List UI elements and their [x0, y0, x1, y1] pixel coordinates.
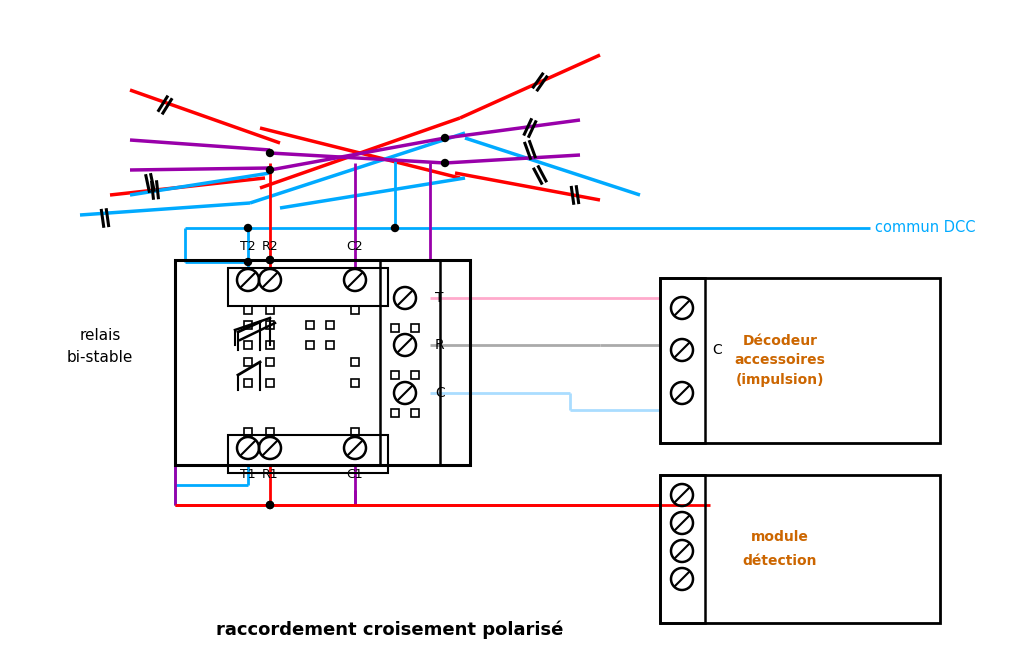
- Bar: [306, 321, 314, 329]
- Bar: [326, 341, 334, 349]
- Bar: [266, 379, 274, 387]
- Text: C: C: [435, 386, 444, 400]
- Text: C1: C1: [347, 468, 364, 481]
- Circle shape: [266, 167, 273, 174]
- Text: R: R: [435, 338, 444, 352]
- Bar: [351, 358, 359, 366]
- Bar: [411, 371, 419, 379]
- Bar: [351, 306, 359, 314]
- Text: Décodeur: Décodeur: [742, 334, 817, 348]
- Bar: [266, 358, 274, 366]
- Text: détection: détection: [742, 554, 817, 568]
- Circle shape: [441, 159, 449, 167]
- Bar: [391, 409, 399, 417]
- Bar: [244, 321, 252, 329]
- Text: accessoires: accessoires: [734, 353, 825, 368]
- Circle shape: [266, 256, 273, 264]
- Text: C: C: [712, 343, 722, 357]
- Bar: [266, 428, 274, 436]
- Bar: [244, 341, 252, 349]
- Circle shape: [441, 135, 449, 141]
- Circle shape: [266, 256, 273, 264]
- Circle shape: [245, 258, 252, 266]
- Bar: [175, 260, 470, 465]
- Text: R2: R2: [262, 240, 279, 253]
- Circle shape: [245, 225, 252, 232]
- Text: (impulsion): (impulsion): [736, 373, 824, 387]
- Circle shape: [266, 501, 273, 508]
- Text: T2: T2: [241, 240, 256, 253]
- Bar: [380, 260, 440, 465]
- Bar: [244, 306, 252, 314]
- Text: C2: C2: [347, 240, 364, 253]
- Bar: [244, 358, 252, 366]
- Bar: [391, 371, 399, 379]
- Bar: [660, 475, 940, 623]
- Bar: [351, 428, 359, 436]
- Text: T: T: [435, 291, 443, 305]
- Bar: [244, 428, 252, 436]
- Text: bi-stable: bi-stable: [67, 350, 133, 365]
- Circle shape: [391, 225, 398, 232]
- Bar: [266, 321, 274, 329]
- Text: raccordement croisement polarisé: raccordement croisement polarisé: [216, 621, 563, 639]
- Bar: [660, 475, 705, 623]
- Bar: [326, 321, 334, 329]
- Bar: [391, 324, 399, 332]
- Text: relais: relais: [79, 327, 121, 342]
- Bar: [266, 341, 274, 349]
- Bar: [660, 278, 940, 443]
- Circle shape: [266, 501, 273, 508]
- Bar: [660, 278, 705, 443]
- Bar: [411, 409, 419, 417]
- Bar: [306, 341, 314, 349]
- Text: module: module: [751, 530, 809, 544]
- Bar: [228, 268, 388, 306]
- Bar: [266, 306, 274, 314]
- Bar: [411, 324, 419, 332]
- Text: R1: R1: [262, 468, 279, 481]
- Circle shape: [266, 150, 273, 156]
- Text: T1: T1: [241, 468, 256, 481]
- Bar: [244, 379, 252, 387]
- Bar: [351, 379, 359, 387]
- Bar: [228, 435, 388, 473]
- Text: commun DCC: commun DCC: [874, 221, 976, 236]
